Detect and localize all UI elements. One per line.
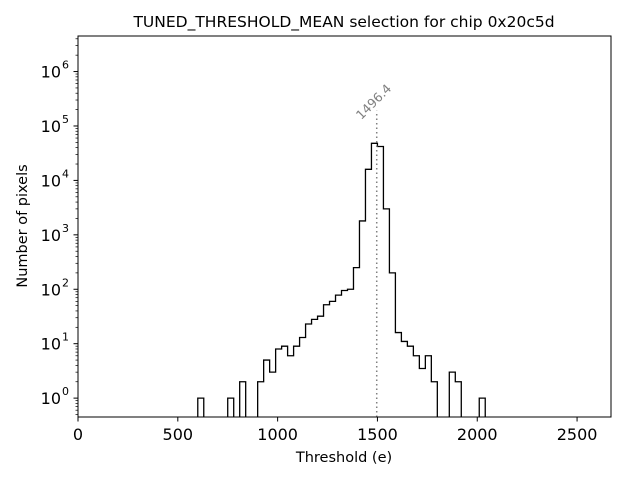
histogram-segment xyxy=(478,397,486,417)
x-tick-label: 1500 xyxy=(357,425,398,444)
y-tick-label: 10 xyxy=(41,117,61,136)
histogram-segment xyxy=(257,142,438,417)
histogram-segment xyxy=(197,397,205,417)
y-tick-exponent: 0 xyxy=(62,385,69,398)
y-tick-label: 10 xyxy=(41,389,61,408)
mean-marker-label: 1496.4 xyxy=(353,81,395,123)
y-tick-exponent: 4 xyxy=(62,167,69,180)
x-tick-label: 500 xyxy=(163,425,194,444)
y-tick-exponent: 6 xyxy=(62,59,69,72)
histogram-segment xyxy=(448,371,462,417)
chart-title: TUNED_THRESHOLD_MEAN selection for chip … xyxy=(132,13,554,32)
histogram-segment xyxy=(227,397,235,417)
x-tick-label: 2000 xyxy=(457,425,498,444)
y-tick-exponent: 3 xyxy=(62,222,69,235)
y-tick-exponent: 5 xyxy=(62,113,69,126)
histogram-segment xyxy=(239,381,247,417)
plot-area: 1496.4 xyxy=(77,35,612,418)
y-tick-label: 10 xyxy=(41,335,61,354)
x-tick-label: 1000 xyxy=(257,425,298,444)
x-axis: 0 500 1000 1500 2000 2500 xyxy=(73,417,598,444)
y-tick-exponent: 1 xyxy=(62,331,69,344)
axes-frame xyxy=(77,35,612,418)
y-axis-label: Number of pixels xyxy=(15,164,31,287)
y-tick-label: 10 xyxy=(41,280,61,299)
x-tick-label: 0 xyxy=(73,425,83,444)
x-axis-label: Threshold (e) xyxy=(295,450,392,466)
y-tick-label: 10 xyxy=(41,171,61,190)
y-tick-exponent: 2 xyxy=(62,276,69,289)
x-tick-label: 2500 xyxy=(557,425,598,444)
y-tick-label: 10 xyxy=(41,226,61,245)
y-tick-label: 10 xyxy=(41,63,61,82)
